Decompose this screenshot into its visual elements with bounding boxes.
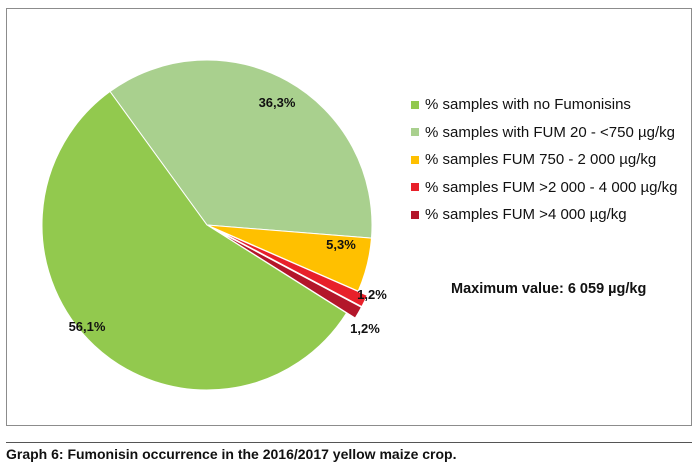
- legend-swatch-fum-750-2000: [411, 155, 419, 164]
- legend-label-fum-2000-4000: % samples FUM >2 000 - 4 000 µg/kg: [425, 178, 678, 196]
- legend-item-fum-over-4000: % samples FUM >4 000 µg/kg: [411, 203, 678, 227]
- legend-label-fum-20-750: % samples with FUM 20 - <750 µg/kg: [425, 123, 675, 141]
- data-label-fum-over-4000: 1,2%: [350, 321, 380, 336]
- legend-label-fum-over-4000: % samples FUM >4 000 µg/kg: [425, 206, 627, 224]
- legend-item-fum-20-750: % samples with FUM 20 - <750 µg/kg: [411, 121, 678, 145]
- caption-rule: [6, 442, 692, 443]
- pie-slice-no-fumonisins: [41, 90, 348, 391]
- pie-chart: 36,3% 5,3% 1,2% 1,2% 56,1%: [41, 59, 387, 391]
- legend-swatch-fum-over-4000: [411, 210, 419, 219]
- pie-slice-fum-over-4000: [215, 229, 363, 319]
- data-label-fum-750-2000: 5,3%: [326, 237, 356, 252]
- legend-item-no-fumonisins: % samples with no Fumonisins: [411, 93, 678, 117]
- legend: % samples with no Fumonisins % samples wi…: [411, 93, 678, 231]
- legend-item-fum-2000-4000: % samples FUM >2 000 - 4 000 µg/kg: [411, 176, 678, 200]
- legend-swatch-fum-20-750: [411, 128, 419, 137]
- legend-label-fum-750-2000: % samples FUM 750 - 2 000 µg/kg: [425, 151, 657, 169]
- max-value-annotation: Maximum value: 6 059 µg/kg: [451, 281, 647, 297]
- legend-swatch-no-fumonisins: [411, 100, 419, 109]
- pie-slice-fum-2000-4000: [215, 228, 368, 308]
- data-label-fum-20-750: 36,3%: [259, 95, 296, 110]
- data-label-no-fumonisins: 56,1%: [69, 319, 106, 334]
- legend-item-fum-750-2000: % samples FUM 750 - 2 000 µg/kg: [411, 148, 678, 172]
- chart-frame: 36,3% 5,3% 1,2% 1,2% 56,1% % samples with no…: [6, 8, 692, 426]
- data-label-fum-2000-4000: 1,2%: [357, 287, 387, 302]
- legend-swatch-fum-2000-4000: [411, 183, 419, 192]
- pie-slice-fum-20-750: [109, 59, 373, 239]
- legend-label-no-fumonisins: % samples with no Fumonisins: [425, 96, 631, 114]
- graph-caption: Graph 6: Fumonisin occurrence in the 201…: [6, 446, 457, 462]
